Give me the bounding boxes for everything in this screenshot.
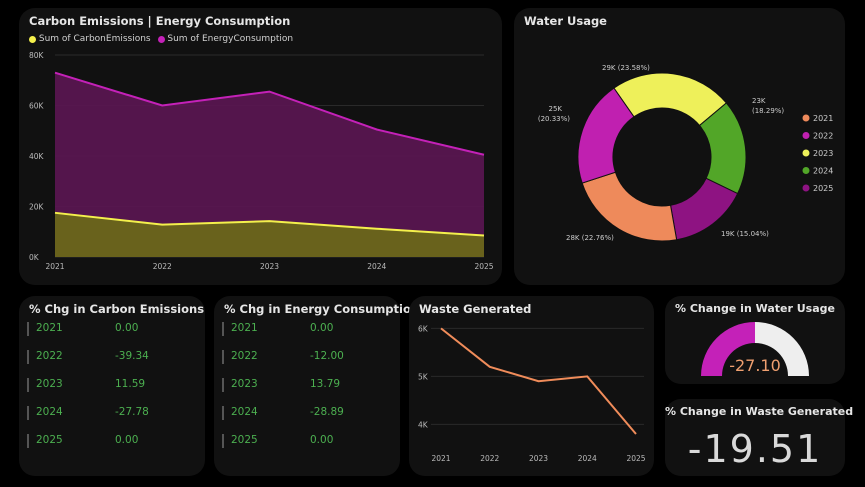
row-value: 0.00 — [310, 322, 334, 334]
x-tick-label: 2022 — [480, 454, 499, 463]
area-chart-card: Carbon Emissions | Energy Consumption Su… — [19, 8, 502, 285]
line-series-carbon — [54, 211, 485, 237]
row-year: 2022 — [36, 350, 63, 362]
water-change-kpi-value: -27.10 — [729, 356, 781, 375]
y-tick-label: 60K — [29, 102, 45, 111]
y-tick-label: 80K — [29, 51, 45, 60]
y-tick-label: 40K — [29, 152, 45, 161]
row-value: -39.34 — [115, 350, 149, 362]
waste-change-kpi-value: -19.51 — [687, 427, 823, 471]
legend-label-2024: 2024 — [813, 167, 833, 176]
waste-generated-title: Waste Generated — [419, 302, 532, 316]
row-value: 0.00 — [115, 322, 139, 334]
legend-dot-2024 — [802, 167, 810, 174]
legend-label-energy: Sum of EnergyConsumption — [167, 34, 294, 44]
gauge-track-arc — [755, 322, 809, 376]
x-tick-label: 2025 — [626, 454, 645, 463]
area-chart[interactable]: 0K 20K 40K 60K 80K 2021 2022 2023 2024 2025 — [19, 8, 502, 285]
slice-label: 19K (15.04%) — [721, 230, 769, 238]
legend-dot-carbon — [29, 35, 36, 43]
water-usage-card: Water Usage 29K (23.58%) 23K (18.29%) 19K (… — [514, 8, 845, 285]
row-year: 2024 — [231, 406, 258, 418]
donut-slice-2022 — [577, 87, 635, 184]
row-year: 2023 — [231, 378, 258, 390]
energy-change-title: % Chg in Energy Consumption — [224, 302, 420, 316]
area-chart-title: Carbon Emissions | Energy Consumption — [29, 14, 291, 28]
carbon-change-card: % Chg in Carbon Emissions 2021 0.00 2022 -… — [19, 296, 205, 476]
row-year: 2023 — [36, 378, 63, 390]
legend-dot-2022 — [802, 132, 810, 139]
area-series-carbon — [55, 212, 484, 257]
row-value: -12.00 — [310, 350, 344, 362]
y-tick-label: 5K — [418, 372, 429, 381]
row-value: -28.89 — [310, 406, 344, 418]
legend-label-carbon: Sum of CarbonEmissions — [38, 34, 151, 44]
legend-label-2023: 2023 — [813, 149, 833, 158]
water-change-gauge — [701, 322, 809, 376]
legend-dot-2023 — [802, 149, 810, 157]
slice-label: 23K — [752, 97, 766, 105]
waste-change-kpi-card: % Change in Waste Generated -19.51 — [665, 399, 854, 476]
waste-change-kpi-title: % Change in Waste Generated — [665, 405, 854, 418]
slice-label: 29K (23.58%) — [602, 64, 650, 72]
water-change-kpi-title: % Change in Water Usage — [675, 302, 835, 315]
y-tick-label: 6K — [418, 324, 429, 333]
donut-slice-2021 — [581, 171, 678, 242]
row-value: -27.78 — [115, 406, 149, 418]
x-tick-label: 2023 — [260, 262, 279, 271]
y-tick-label: 20K — [29, 203, 45, 212]
row-value: 11.59 — [115, 378, 146, 390]
water-usage-donut[interactable]: 29K (23.58%) 23K (18.29%) 19K (15.04%) 28K (… — [514, 8, 845, 285]
x-tick-label: 2022 — [153, 262, 172, 271]
area-chart-legend[interactable]: Sum of CarbonEmissions Sum of EnergyCons… — [29, 34, 293, 45]
row-year: 2022 — [231, 350, 258, 362]
water-change-kpi-card: % Change in Water Usage -27.10 — [665, 296, 845, 384]
slice-label: (18.29%) — [752, 107, 784, 115]
legend-dot-2025 — [802, 184, 810, 192]
slice-label: 28K (22.76%) — [566, 234, 614, 242]
x-tick-label: 2021 — [45, 262, 64, 271]
row-value: 0.00 — [115, 434, 139, 446]
x-tick-label: 2025 — [474, 262, 493, 271]
gauge-fill-arc — [701, 322, 755, 376]
row-value: 0.00 — [310, 434, 334, 446]
row-year: 2025 — [36, 434, 63, 446]
legend-label-2025: 2025 — [813, 184, 833, 193]
row-year: 2021 — [36, 322, 63, 334]
y-tick-label: 4K — [418, 420, 429, 429]
area-series-energy — [55, 72, 484, 257]
x-tick-label: 2021 — [431, 454, 450, 463]
row-year: 2021 — [231, 322, 258, 334]
line-series-energy — [54, 71, 485, 156]
waste-generated-card: Waste Generated 4K 5K 6K 2021 2022 2023 2024 20… — [409, 296, 654, 476]
x-tick-label: 2024 — [367, 262, 386, 271]
x-tick-label: 2024 — [578, 454, 597, 463]
water-usage-title: Water Usage — [524, 14, 607, 28]
row-year: 2025 — [231, 434, 258, 446]
row-value: 13.79 — [310, 378, 341, 390]
x-tick-label: 2023 — [529, 454, 548, 463]
legend-dot-energy — [157, 35, 165, 43]
energy-change-card: % Chg in Energy Consumption 2021 0.00 202… — [214, 296, 419, 476]
legend-label-2022: 2022 — [813, 132, 833, 141]
legend-dot-2021 — [802, 114, 810, 122]
slice-label: (20.33%) — [538, 115, 570, 123]
carbon-change-title: % Chg in Carbon Emissions — [29, 302, 205, 316]
legend-label-2021: 2021 — [813, 114, 833, 123]
waste-line-chart[interactable]: 4K 5K 6K 2021 2022 2023 2024 2025 — [409, 296, 654, 476]
slice-label: 25K — [549, 105, 563, 113]
y-tick-label: 0K — [29, 253, 40, 262]
row-year: 2024 — [36, 406, 63, 418]
